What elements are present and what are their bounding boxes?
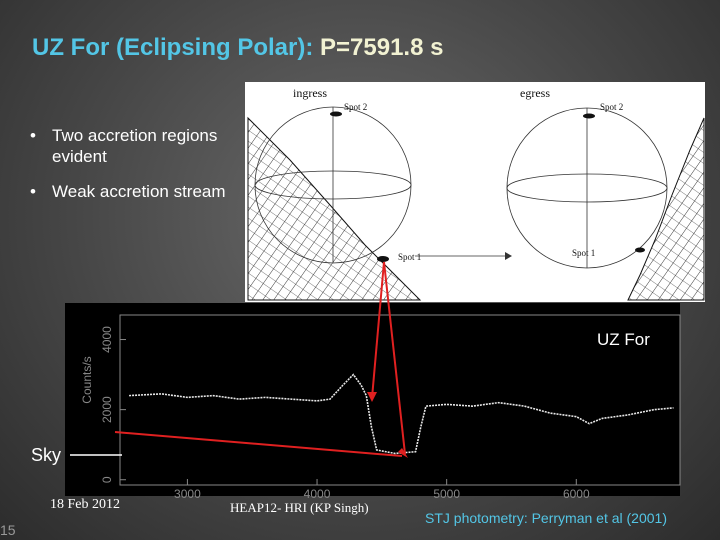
plot: 3000 4000 5000 6000 0 2000 4000 Counts/s [80,314,681,501]
arrow-head [367,392,377,402]
y-axis-label: Counts/s [80,356,94,403]
spot-marker [377,256,389,262]
star-left [247,116,422,301]
footer-date: 18 Feb 2012 [50,497,120,512]
spot-marker [635,247,645,253]
red-arrows [114,261,406,457]
sky-label: Sky [31,445,62,465]
egress-label: egress [520,86,550,100]
x-tick-label: 3000 [174,487,201,501]
spot-marker [583,113,595,119]
spot-label: Spot 1 [572,248,595,258]
spot-label: Spot 2 [600,102,623,112]
x-tick-label: 6000 [563,487,590,501]
title-period: P=7591.8 s [320,34,444,61]
footer-credit: STJ photometry: Perryman et al (2001) [425,510,667,526]
sphere-egress [506,107,668,269]
title-name: UZ For (Eclipsing Polar): [32,34,314,61]
y-tick-label: 4000 [100,326,114,353]
plot-frame [119,314,681,486]
footer-event: HEAP12- HRI (KP Singh) [230,500,369,515]
bullet: Weak accretion stream [28,181,232,202]
arrow-head [505,252,512,260]
x-tick-label: 5000 [433,487,460,501]
x-tick-label: 4000 [304,487,331,501]
spot-label: Spot 1 [398,252,421,262]
spot-label: Spot 2 [344,102,367,112]
light-curve [129,373,674,455]
bullet: Two accretion regions evident [28,125,232,167]
star-right [627,117,705,301]
sphere-ingress [254,106,412,264]
slide-number: 15 [0,522,16,538]
arrow-head [398,448,408,458]
ingress-label: ingress [293,86,327,100]
title: UZ For (Eclipsing Polar): P=7591.8 s [32,34,443,62]
spot-marker [330,111,342,117]
diagram-labels: ingress egress Spot 2 Spot 1 Spot 2 Spot… [293,86,623,262]
y-tick-label: 2000 [100,396,114,423]
plot-label: UZ For [597,330,650,349]
y-tick-label: 0 [100,476,114,483]
